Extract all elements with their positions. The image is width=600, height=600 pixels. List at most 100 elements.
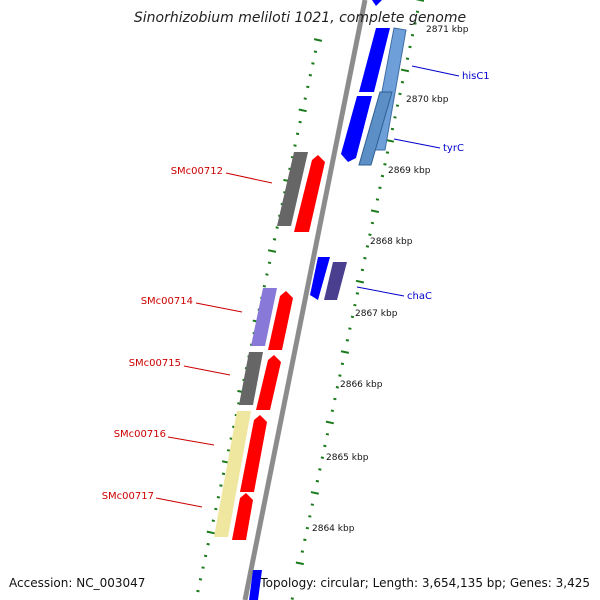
scale-tick-label: 2870 kbp — [406, 95, 449, 105]
minor-tick-mark — [308, 73, 313, 77]
gene-chaC-cds-arrow[interactable] — [310, 257, 330, 300]
major-tick-mark — [415, 0, 425, 2]
gene-SMc00715-cds-arrow[interactable] — [256, 355, 281, 410]
minor-tick-mark — [214, 507, 218, 511]
minor-tick-mark — [290, 597, 294, 600]
scale-ticks: 2871 kbp 2870 kbp 2869 kbp 2868 kbp 2867… — [312, 25, 469, 534]
minor-tick-mark — [293, 144, 297, 147]
gene-label-SMc00715[interactable]: SMc00715 — [129, 358, 181, 369]
minor-tick-mark — [345, 339, 350, 342]
label-leaders — [155, 65, 460, 508]
gene-label-SMc00714[interactable]: SMc00714 — [141, 296, 193, 307]
minor-tick-mark — [360, 268, 365, 272]
major-tick-mark — [355, 279, 365, 284]
genome-backbone — [242, 0, 368, 600]
minor-tick-mark — [363, 256, 367, 260]
minor-tick-mark — [390, 127, 395, 131]
minor-tick-mark — [308, 515, 312, 518]
minor-tick-mark — [413, 22, 417, 25]
scale-tick-label: 2866 kbp — [340, 380, 383, 390]
minor-tick-mark — [272, 238, 277, 241]
minor-tick-mark — [370, 221, 375, 225]
minor-tick-mark — [203, 554, 208, 558]
minor-tick-mark — [313, 50, 318, 54]
outer-tick-track — [290, 0, 425, 600]
major-tick-mark — [340, 350, 350, 354]
gene-chaC-feature[interactable] — [324, 262, 347, 300]
major-tick-mark — [295, 561, 304, 566]
scale-tick-label: 2871 kbp — [426, 25, 469, 35]
minor-tick-mark — [206, 542, 210, 546]
minor-tick-mark — [368, 233, 372, 237]
leader-line-SMc00714 — [195, 302, 243, 313]
gene-tyrC-cds-arrow[interactable] — [341, 96, 372, 162]
gene-SMc00716-cds-arrow[interactable] — [240, 415, 267, 492]
minor-tick-mark — [201, 566, 205, 569]
minor-tick-mark — [395, 104, 400, 107]
leader-line-tyrC — [393, 138, 441, 149]
gene-label-SMc00716[interactable]: SMc00716 — [114, 429, 166, 440]
gene-tyrC-feature[interactable] — [358, 91, 393, 166]
gene-label-hisC1[interactable]: hisC1 — [462, 71, 490, 82]
reverse-strand-genes — [214, 152, 325, 540]
footer-right-background — [268, 573, 596, 593]
minor-tick-mark — [198, 578, 203, 581]
minor-tick-mark — [355, 292, 360, 295]
minor-tick-mark — [333, 397, 337, 401]
gene-SMc00715-feature[interactable] — [239, 352, 263, 405]
major-tick-mark — [400, 68, 410, 73]
minor-tick-mark — [221, 472, 226, 476]
minor-tick-mark — [340, 362, 345, 366]
major-tick-mark — [298, 108, 307, 113]
minor-tick-mark — [300, 550, 305, 553]
minor-tick-mark — [335, 385, 340, 389]
minor-tick-mark — [275, 226, 279, 229]
gene-SMc00716-feature[interactable] — [214, 411, 251, 537]
gene-label-chaC[interactable]: chaC — [407, 291, 432, 302]
minor-tick-mark — [383, 163, 387, 166]
minor-tick-mark — [398, 92, 402, 96]
gene-hisC1-cds-arrow[interactable] — [359, 28, 390, 92]
minor-tick-mark — [318, 468, 322, 471]
gene-SMc00717-cds-arrow[interactable] — [232, 493, 253, 540]
minor-tick-mark — [303, 97, 307, 100]
topology-summary-text: Topology: circular; Length: 3,654,135 bp… — [259, 576, 590, 590]
scale-tick-label: 2865 kbp — [326, 453, 369, 463]
minor-tick-mark — [323, 444, 327, 448]
minor-tick-mark — [375, 198, 380, 201]
leader-line-SMc00717 — [155, 497, 203, 508]
minor-tick-mark — [353, 303, 357, 307]
minor-tick-mark — [305, 526, 310, 530]
minor-tick-mark — [196, 589, 200, 593]
minor-tick-mark — [211, 519, 215, 523]
gene-SMc00712-cds-arrow[interactable] — [294, 155, 325, 232]
gene-SMc00712-feature[interactable] — [277, 152, 308, 226]
scale-tick-label: 2868 kbp — [370, 237, 413, 247]
leader-line-chaC — [356, 286, 405, 297]
leader-line-SMc00712 — [225, 172, 273, 184]
major-tick-mark — [206, 530, 215, 535]
minor-tick-mark — [315, 479, 320, 483]
gene-label-SMc00717[interactable]: SMc00717 — [102, 491, 154, 502]
footer-left-background — [4, 573, 154, 593]
accession-text: Accession: NC_003047 — [9, 576, 145, 590]
gene-label-SMc00712[interactable]: SMc00712 — [171, 166, 223, 177]
gene-SMc00714-cds-arrow[interactable] — [268, 291, 293, 350]
major-tick-mark — [267, 249, 277, 253]
minor-tick-mark — [298, 120, 302, 124]
minor-tick-mark — [219, 484, 223, 487]
minor-tick-mark — [320, 456, 325, 459]
gene-SMc00714-feature[interactable] — [251, 288, 277, 346]
gene-label-tyrC[interactable]: tyrC — [443, 143, 464, 154]
leader-line-hisC1 — [411, 65, 460, 77]
minor-tick-mark — [262, 284, 267, 288]
minor-tick-mark — [348, 327, 352, 330]
major-tick-mark — [370, 209, 380, 214]
major-tick-mark — [325, 420, 334, 425]
forward-gene-arrow[interactable] — [249, 570, 262, 600]
forward-gene-arrow[interactable] — [372, 0, 382, 6]
minor-tick-mark — [226, 449, 231, 452]
minor-tick-mark — [306, 85, 310, 89]
major-tick-mark — [385, 139, 395, 143]
